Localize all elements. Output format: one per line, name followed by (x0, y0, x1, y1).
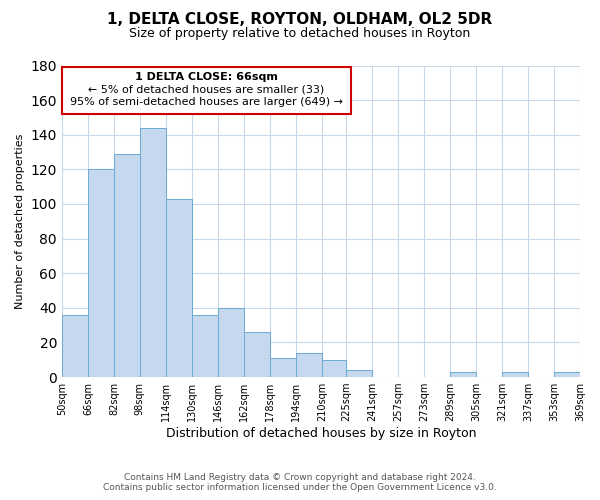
Bar (450, 372, 476, 377)
Bar (322, 360, 346, 377)
Bar (244, 332, 270, 377)
Text: 95% of semi-detached houses are larger (649) →: 95% of semi-detached houses are larger (… (70, 96, 343, 106)
Bar (554, 372, 580, 377)
Bar (166, 199, 192, 377)
Text: Size of property relative to detached houses in Royton: Size of property relative to detached ho… (130, 28, 470, 40)
Text: ← 5% of detached houses are smaller (33): ← 5% of detached houses are smaller (33) (88, 84, 325, 94)
Bar (192, 315, 218, 377)
Y-axis label: Number of detached properties: Number of detached properties (15, 134, 25, 309)
Bar (140, 128, 166, 377)
Bar (296, 353, 322, 377)
Bar (88, 170, 114, 377)
FancyBboxPatch shape (62, 67, 351, 114)
Bar (114, 154, 140, 377)
Text: Contains HM Land Registry data © Crown copyright and database right 2024.
Contai: Contains HM Land Registry data © Crown c… (103, 473, 497, 492)
Text: 1, DELTA CLOSE, ROYTON, OLDHAM, OL2 5DR: 1, DELTA CLOSE, ROYTON, OLDHAM, OL2 5DR (107, 12, 493, 28)
Bar (270, 358, 296, 377)
X-axis label: Distribution of detached houses by size in Royton: Distribution of detached houses by size … (166, 427, 476, 440)
Bar (502, 372, 528, 377)
Text: 1 DELTA CLOSE: 66sqm: 1 DELTA CLOSE: 66sqm (135, 72, 278, 82)
Bar (346, 370, 372, 377)
Bar (218, 308, 244, 377)
Bar (62, 315, 88, 377)
